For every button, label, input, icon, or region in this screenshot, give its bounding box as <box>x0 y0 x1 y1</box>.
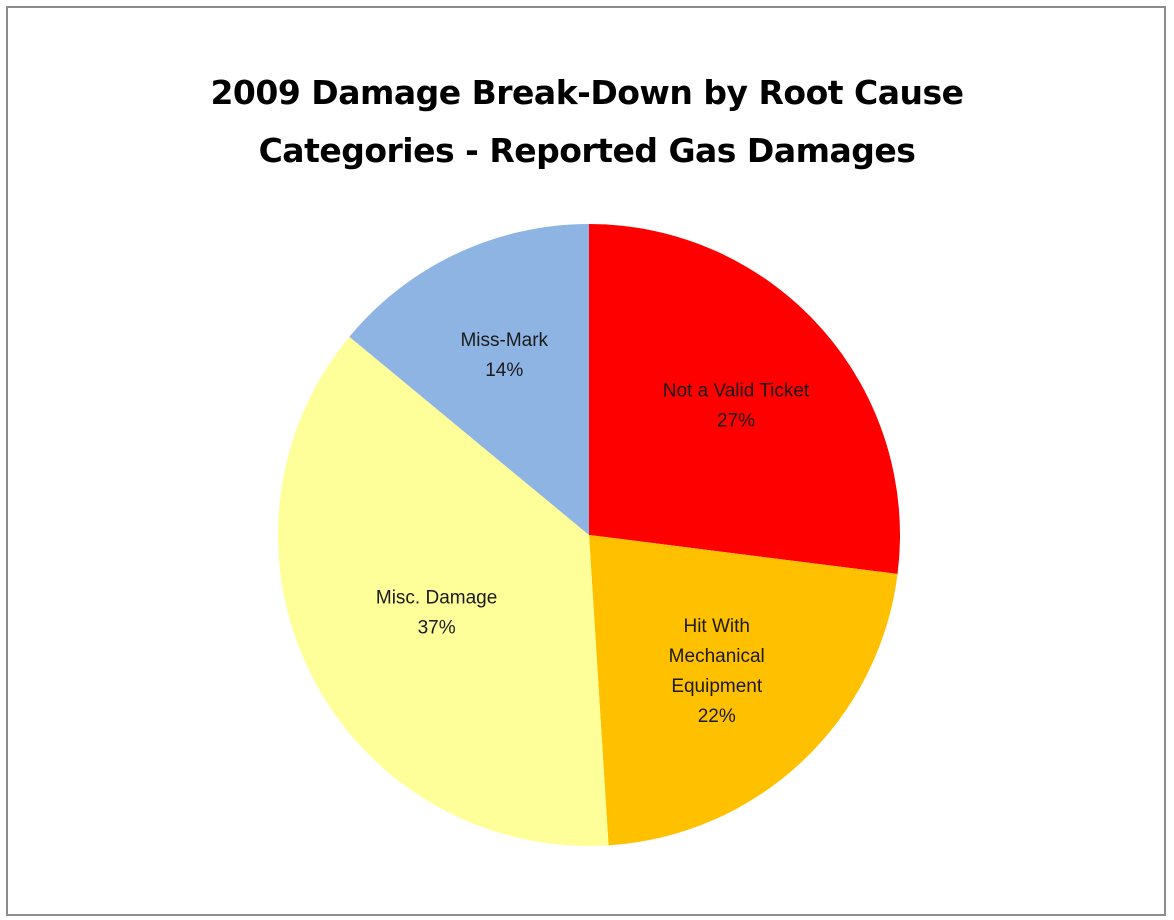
data-label-miss-mark: Miss-Mark 14% <box>460 330 548 381</box>
data-label-misc-damage: Misc. Damage 37% <box>376 588 497 639</box>
data-label-category: Mechanical <box>669 646 765 667</box>
pie-slice-misc-damage <box>277 336 609 846</box>
chart-title-line-2: Categories - Reported Gas Damages <box>258 131 916 170</box>
data-label-percent: 22% <box>698 706 736 727</box>
pie-slice-miss-mark <box>349 224 589 535</box>
chart-title: 2009 Damage Break-Down by Root Cause Cat… <box>0 64 1174 180</box>
data-label-category: Equipment <box>671 676 763 697</box>
data-label-percent: 37% <box>418 618 456 639</box>
pie-slice-not-a-valid-ticket <box>589 224 900 574</box>
data-label-category: Not a Valid Ticket <box>663 380 810 401</box>
data-label-category: Misc. Damage <box>376 588 497 609</box>
data-label-category: Miss-Mark <box>460 330 548 351</box>
data-label-percent: 14% <box>485 360 523 381</box>
data-label-percent: 27% <box>717 410 755 431</box>
data-label-hit-with-mechanical-equipment: Hit With Mechanical Equipment 22% <box>669 616 765 727</box>
data-label-not-a-valid-ticket: Not a Valid Ticket 27% <box>663 380 810 431</box>
data-label-category: Hit With <box>683 616 750 637</box>
chart-title-line-1: 2009 Damage Break-Down by Root Cause <box>210 73 964 112</box>
pie-slice-hit-with-mechanical-equipment <box>589 535 898 846</box>
